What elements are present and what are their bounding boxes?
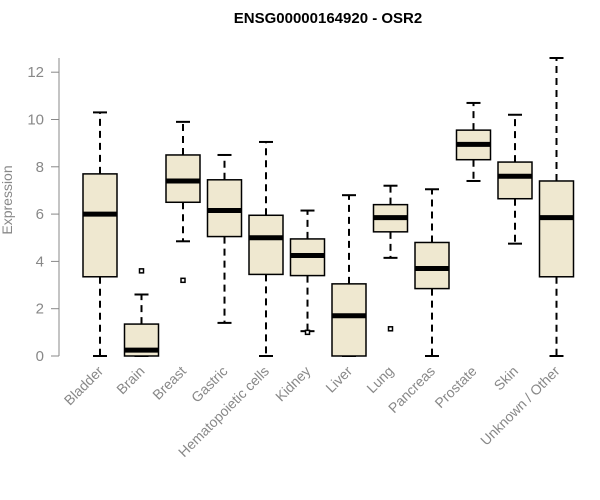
outlier-point: [138, 268, 145, 274]
category-label: Prostate: [431, 363, 479, 411]
box-8: [372, 184, 409, 332]
y-tick-label: 2: [36, 301, 44, 318]
category-label: Unknown / Other: [477, 363, 563, 449]
outlier-point: [387, 326, 394, 332]
box-1: [82, 111, 118, 357]
y-tick-label: 0: [36, 348, 44, 365]
category-label: Bladder: [61, 363, 107, 409]
box-series: [82, 57, 575, 357]
box-5: [248, 140, 284, 357]
outlier-point: [304, 329, 311, 336]
box-12: [538, 57, 575, 357]
box-6: [289, 209, 326, 336]
chart-title: ENSG00000164920 - OSR2: [234, 10, 422, 27]
box-4: [206, 153, 243, 324]
box-11: [497, 113, 533, 245]
box-7: [331, 194, 367, 357]
y-tick-label: 12: [27, 64, 44, 81]
box-9: [414, 188, 450, 357]
box-iqr: [248, 214, 284, 276]
y-tick-label: 8: [36, 159, 44, 176]
category-label: Kidney: [272, 363, 314, 405]
category-label: Brain: [113, 363, 147, 397]
box-iqr: [331, 283, 367, 357]
outlier-point: [180, 277, 186, 284]
y-axis-label: Expression: [0, 165, 15, 234]
category-label: Lung: [363, 363, 396, 396]
category-label: Breast: [149, 363, 189, 403]
box-10: [455, 101, 492, 182]
box-2: [123, 268, 160, 357]
box-iqr: [414, 241, 450, 290]
box-iqr: [538, 180, 575, 278]
box-3: [165, 120, 201, 284]
category-label: Skin: [491, 363, 522, 394]
category-label: Liver: [322, 363, 355, 396]
box-iqr: [497, 161, 533, 200]
y-tick-label: 6: [36, 206, 44, 223]
y-tick-label: 10: [27, 111, 44, 128]
y-axis-ticks: 0 2 4 6 8 10 12: [27, 64, 59, 365]
y-tick-label: 4: [36, 253, 44, 270]
box-iqr: [82, 173, 118, 278]
